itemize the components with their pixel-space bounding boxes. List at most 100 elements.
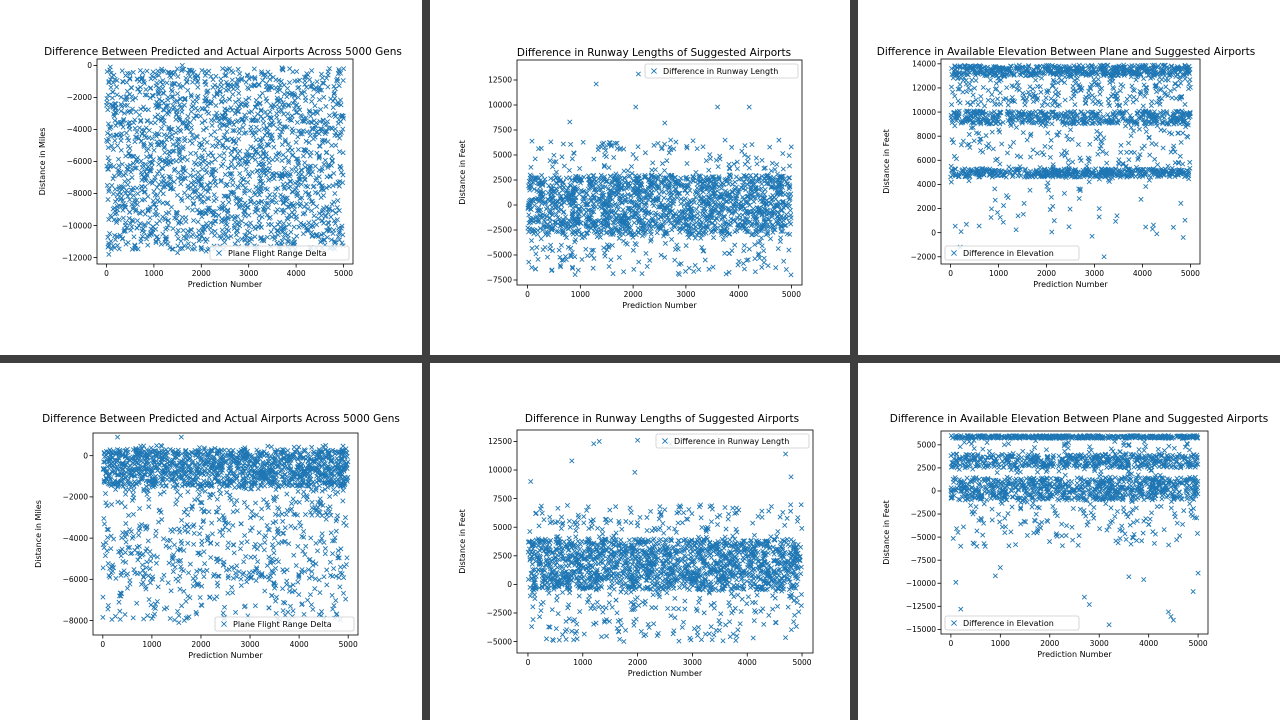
- data-point: [334, 77, 340, 83]
- data-point: [989, 92, 995, 98]
- data-point: [340, 77, 346, 84]
- data-point: [246, 223, 252, 229]
- data-point: [331, 83, 337, 89]
- data-point: [177, 84, 183, 90]
- data-point: [212, 113, 218, 119]
- data-point: [257, 137, 263, 143]
- data-point: [726, 172, 732, 178]
- data-point: [152, 75, 158, 81]
- data-point: [675, 246, 681, 252]
- data-point: [168, 87, 174, 93]
- data-point: [324, 119, 330, 125]
- data-point: [220, 121, 226, 127]
- data-point: [1057, 66, 1063, 72]
- data-point: [315, 86, 321, 92]
- data-point: [192, 73, 198, 79]
- data-point: [133, 246, 139, 252]
- data-point: [267, 214, 273, 220]
- data-point: [695, 211, 701, 217]
- data-point: [1083, 100, 1089, 106]
- data-point: [234, 119, 240, 125]
- data-point: [106, 136, 112, 142]
- data-point: [185, 87, 191, 93]
- data-point: [202, 98, 208, 104]
- data-point: [319, 218, 325, 224]
- data-point: [277, 99, 283, 105]
- data-point: [225, 83, 231, 89]
- data-point: [210, 84, 216, 90]
- data-point: [743, 187, 749, 193]
- x-tick-label: 1000: [144, 269, 163, 278]
- data-point: [573, 210, 579, 216]
- data-point: [736, 258, 742, 264]
- data-point: [212, 228, 218, 234]
- data-point: [178, 238, 184, 244]
- data-point: [295, 134, 301, 140]
- data-point: [542, 219, 548, 225]
- data-point: [160, 166, 166, 172]
- data-point: [225, 195, 231, 201]
- data-point: [278, 240, 284, 246]
- data-point: [741, 242, 747, 249]
- data-point: [253, 130, 259, 136]
- data-point: [560, 180, 566, 186]
- data-point: [220, 161, 226, 167]
- data-point: [767, 201, 773, 207]
- data-point: [1187, 84, 1193, 90]
- data-point: [532, 156, 538, 162]
- data-point: [691, 197, 697, 203]
- data-point: [287, 117, 293, 123]
- data-point: [584, 231, 590, 237]
- data-point: [735, 262, 741, 268]
- data-point: [326, 220, 332, 226]
- data-point: [247, 188, 253, 194]
- data-point: [1134, 67, 1140, 73]
- data-point: [702, 206, 708, 212]
- data-point: [1064, 68, 1070, 74]
- data-point: [337, 178, 343, 184]
- data-point: [154, 221, 160, 227]
- data-point: [659, 203, 665, 209]
- data-point: [254, 101, 260, 107]
- data-point: [740, 222, 746, 228]
- data-point: [980, 84, 986, 91]
- data-point: [754, 220, 760, 226]
- data-point: [544, 224, 550, 230]
- data-point: [755, 240, 761, 246]
- data-point: [571, 201, 577, 207]
- data-point: [650, 160, 656, 166]
- data-point: [160, 114, 166, 120]
- data-point: [704, 214, 711, 220]
- data-point: [310, 136, 316, 142]
- data-point: [219, 116, 225, 122]
- data-point: [276, 104, 282, 110]
- data-point: [132, 125, 138, 131]
- data-point: [104, 96, 110, 102]
- data-point: [216, 118, 222, 124]
- data-point: [204, 236, 210, 242]
- data-point: [155, 237, 161, 243]
- y-axis-label: Distance in Miles: [38, 128, 47, 196]
- data-point: [269, 85, 275, 91]
- x-tick-label: 4000: [729, 290, 748, 299]
- data-point: [725, 205, 731, 211]
- data-point: [219, 227, 225, 233]
- data-point: [700, 248, 706, 254]
- data-point: [302, 147, 308, 153]
- data-point: [198, 181, 204, 187]
- data-point: [129, 166, 135, 172]
- data-point: [987, 77, 994, 83]
- data-point: [109, 95, 115, 101]
- data-point: [1089, 62, 1095, 68]
- data-point: [314, 110, 320, 116]
- data-point: [536, 198, 542, 204]
- y-tick-label: −5000: [487, 251, 513, 260]
- data-point: [674, 242, 680, 248]
- data-point: [171, 148, 177, 154]
- data-point: [557, 254, 563, 260]
- data-point: [162, 240, 168, 246]
- data-point: [299, 90, 305, 96]
- data-point: [221, 135, 227, 141]
- data-point: [1083, 94, 1089, 100]
- data-point: [134, 185, 140, 191]
